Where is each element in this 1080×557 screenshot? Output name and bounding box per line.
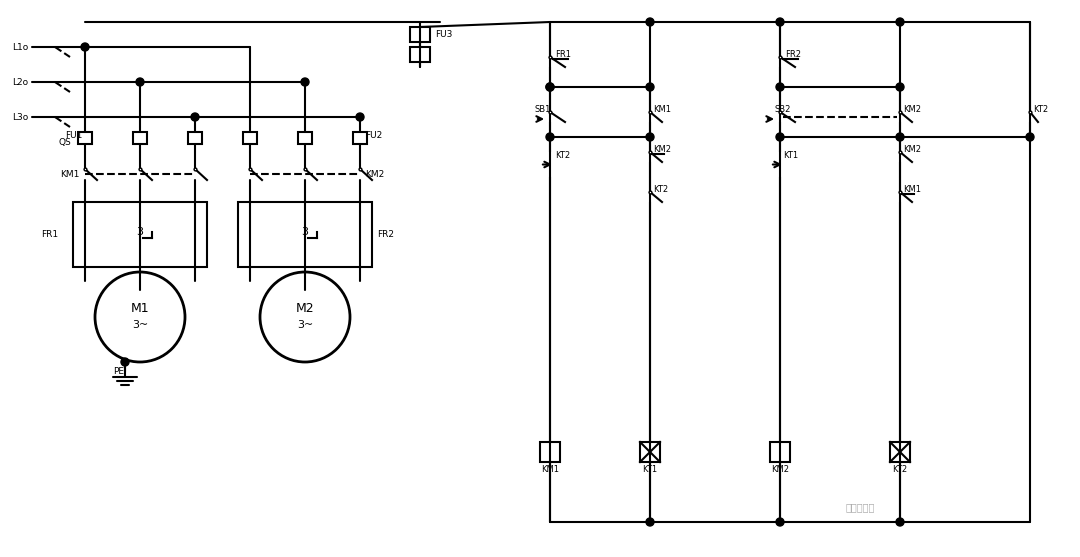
- Bar: [133, 132, 147, 144]
- Text: SB1: SB1: [535, 105, 552, 114]
- Bar: [298, 132, 312, 144]
- Text: 3: 3: [136, 227, 144, 237]
- Text: 3~: 3~: [132, 320, 148, 330]
- Text: FR2: FR2: [377, 230, 394, 239]
- Text: L2o: L2o: [12, 77, 28, 86]
- Text: KM2: KM2: [903, 144, 921, 154]
- Text: FR1: FR1: [555, 50, 571, 58]
- Circle shape: [777, 18, 784, 26]
- Bar: [188, 132, 202, 144]
- Bar: [353, 132, 367, 144]
- Text: KM2: KM2: [365, 169, 384, 178]
- Text: FU3: FU3: [435, 30, 453, 38]
- Circle shape: [777, 133, 784, 141]
- Text: KM1: KM1: [653, 105, 671, 114]
- Bar: [410, 27, 430, 42]
- Text: L1o: L1o: [12, 42, 28, 51]
- Bar: [890, 442, 910, 462]
- Text: KM2: KM2: [653, 144, 671, 154]
- Circle shape: [136, 78, 144, 86]
- Circle shape: [646, 133, 654, 141]
- Text: FU2: FU2: [365, 130, 382, 139]
- Bar: [73, 202, 207, 267]
- Bar: [78, 132, 92, 144]
- Circle shape: [81, 43, 89, 51]
- Circle shape: [896, 18, 904, 26]
- Circle shape: [301, 78, 309, 86]
- Text: KT2: KT2: [1032, 105, 1048, 114]
- Bar: [770, 442, 789, 462]
- Text: SB2: SB2: [775, 105, 792, 114]
- Circle shape: [896, 83, 904, 91]
- Circle shape: [646, 518, 654, 526]
- Circle shape: [356, 113, 364, 121]
- Bar: [243, 132, 257, 144]
- Circle shape: [546, 83, 554, 91]
- Text: FR2: FR2: [785, 50, 801, 58]
- Bar: [238, 202, 372, 267]
- Circle shape: [646, 83, 654, 91]
- Text: KM1: KM1: [60, 169, 79, 178]
- Bar: [540, 442, 561, 462]
- Text: M1: M1: [131, 302, 149, 315]
- Text: FR1: FR1: [41, 230, 58, 239]
- Text: 电子技术控: 电子技术控: [846, 502, 875, 512]
- Circle shape: [546, 133, 554, 141]
- Text: KM1: KM1: [541, 466, 559, 475]
- Circle shape: [191, 113, 199, 121]
- Text: 3: 3: [301, 227, 309, 237]
- Text: KT2: KT2: [653, 184, 669, 193]
- Text: PE: PE: [113, 368, 124, 377]
- Text: M2: M2: [296, 302, 314, 315]
- Text: FU1: FU1: [65, 130, 82, 139]
- Text: KM1: KM1: [903, 184, 921, 193]
- Text: KT1: KT1: [783, 150, 798, 159]
- Circle shape: [896, 518, 904, 526]
- Circle shape: [777, 518, 784, 526]
- Circle shape: [646, 18, 654, 26]
- Circle shape: [896, 133, 904, 141]
- Text: KM2: KM2: [903, 105, 921, 114]
- Bar: [640, 442, 660, 462]
- Text: KM2: KM2: [771, 466, 789, 475]
- Text: L3o: L3o: [12, 113, 28, 121]
- Circle shape: [777, 83, 784, 91]
- Text: KT1: KT1: [643, 466, 658, 475]
- Circle shape: [546, 83, 554, 91]
- Circle shape: [121, 358, 129, 366]
- Circle shape: [1026, 133, 1034, 141]
- Text: KT2: KT2: [555, 150, 570, 159]
- Bar: [410, 47, 430, 62]
- Text: 3~: 3~: [297, 320, 313, 330]
- Text: KT2: KT2: [892, 466, 907, 475]
- Text: QS: QS: [58, 138, 71, 146]
